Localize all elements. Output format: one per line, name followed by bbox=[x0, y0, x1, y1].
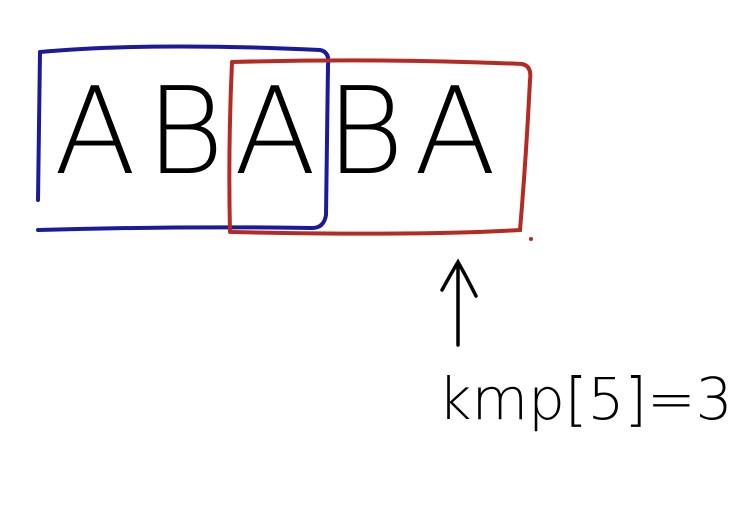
suffix-box bbox=[227, 58, 533, 236]
letter: B bbox=[326, 63, 405, 202]
letter: B bbox=[146, 63, 225, 202]
letter: A bbox=[54, 63, 136, 202]
arrow bbox=[440, 258, 478, 347]
annotation: kmp[5]=3 bbox=[438, 365, 733, 433]
letter: A bbox=[414, 63, 496, 202]
letter: A bbox=[234, 63, 316, 202]
dot bbox=[529, 237, 533, 241]
prefix-box bbox=[36, 44, 331, 232]
